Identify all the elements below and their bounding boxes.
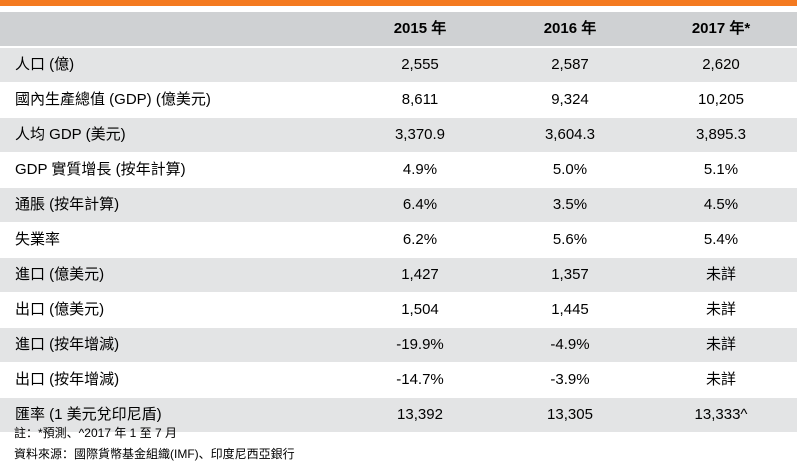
row-value: -3.9% <box>495 363 645 398</box>
row-value: 4.5% <box>645 188 797 223</box>
row-value: 3,895.3 <box>645 118 797 153</box>
table-row: 匯率 (1 美元兌印尼盾) 13,392 13,305 13,333^ <box>0 398 797 433</box>
row-label: GDP 實質增長 (按年計算) <box>0 153 345 188</box>
row-value: -4.9% <box>495 328 645 363</box>
row-value: 4.9% <box>345 153 495 188</box>
row-value: 1,504 <box>345 293 495 328</box>
row-value: 未詳 <box>645 258 797 293</box>
row-value: 3,370.9 <box>345 118 495 153</box>
table-row: 通脹 (按年計算) 6.4% 3.5% 4.5% <box>0 188 797 223</box>
header-cell-indicator <box>0 12 345 48</box>
top-accent-bar <box>0 0 797 6</box>
table-row: 人均 GDP (美元) 3,370.9 3,604.3 3,895.3 <box>0 118 797 153</box>
row-value: 2,555 <box>345 48 495 83</box>
forecast-footnote: 註：*預測、^2017 年 1 至 7 月 <box>14 426 178 440</box>
row-label: 人口 (億) <box>0 48 345 83</box>
row-label: 進口 (按年增減) <box>0 328 345 363</box>
row-value: 1,427 <box>345 258 495 293</box>
row-value: 6.2% <box>345 223 495 258</box>
row-value: 10,205 <box>645 83 797 118</box>
header-cell-2016: 2016 年 <box>495 12 645 48</box>
table-row: GDP 實質增長 (按年計算) 4.9% 5.0% 5.1% <box>0 153 797 188</box>
row-label: 人均 GDP (美元) <box>0 118 345 153</box>
row-value: 5.1% <box>645 153 797 188</box>
row-value: 1,357 <box>495 258 645 293</box>
row-label: 通脹 (按年計算) <box>0 188 345 223</box>
row-value: 未詳 <box>645 328 797 363</box>
row-value: -19.9% <box>345 328 495 363</box>
row-value: 1,445 <box>495 293 645 328</box>
row-value: 8,611 <box>345 83 495 118</box>
table-header-row: 2015 年 2016 年 2017 年* <box>0 12 797 48</box>
row-label: 出口 (按年增減) <box>0 363 345 398</box>
table-row: 失業率 6.2% 5.6% 5.4% <box>0 223 797 258</box>
table-row: 人口 (億) 2,555 2,587 2,620 <box>0 48 797 83</box>
table-row: 進口 (按年增減) -19.9% -4.9% 未詳 <box>0 328 797 363</box>
table-row: 出口 (按年增減) -14.7% -3.9% 未詳 <box>0 363 797 398</box>
row-value: 6.4% <box>345 188 495 223</box>
row-value: 5.4% <box>645 223 797 258</box>
table-row: 出口 (億美元) 1,504 1,445 未詳 <box>0 293 797 328</box>
row-value: 13,305 <box>495 398 645 433</box>
economic-indicators-table: 2015 年 2016 年 2017 年* 人口 (億) 2,555 2,587… <box>0 12 797 433</box>
row-value: 3,604.3 <box>495 118 645 153</box>
header-cell-2015: 2015 年 <box>345 12 495 48</box>
data-source-note: 資料來源：國際貨幣基金組織(IMF)、印度尼西亞銀行 <box>14 447 295 461</box>
row-label: 進口 (億美元) <box>0 258 345 293</box>
header-cell-2017: 2017 年* <box>645 12 797 48</box>
row-value: 5.0% <box>495 153 645 188</box>
row-value: 3.5% <box>495 188 645 223</box>
table-row: 進口 (億美元) 1,427 1,357 未詳 <box>0 258 797 293</box>
row-value: -14.7% <box>345 363 495 398</box>
row-value: 未詳 <box>645 293 797 328</box>
row-value: 2,587 <box>495 48 645 83</box>
row-value: 5.6% <box>495 223 645 258</box>
row-value: 13,392 <box>345 398 495 433</box>
row-value: 未詳 <box>645 363 797 398</box>
row-label: 匯率 (1 美元兌印尼盾) <box>0 398 345 433</box>
row-value: 9,324 <box>495 83 645 118</box>
row-label: 失業率 <box>0 223 345 258</box>
row-value: 2,620 <box>645 48 797 83</box>
table-row: 國內生產總值 (GDP) (億美元) 8,611 9,324 10,205 <box>0 83 797 118</box>
row-value: 13,333^ <box>645 398 797 433</box>
row-label: 出口 (億美元) <box>0 293 345 328</box>
row-label: 國內生產總值 (GDP) (億美元) <box>0 83 345 118</box>
